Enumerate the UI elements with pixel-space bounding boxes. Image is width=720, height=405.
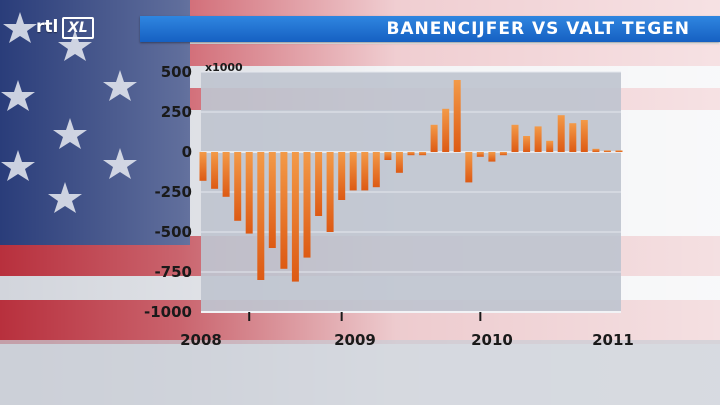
bar <box>557 115 565 152</box>
bar <box>349 152 357 191</box>
bar <box>465 152 473 183</box>
bar <box>430 124 438 152</box>
bar <box>534 126 542 152</box>
bar <box>476 152 484 157</box>
bar <box>419 152 427 156</box>
x-ticks <box>248 312 482 321</box>
bar <box>211 152 219 189</box>
title-banner-text: BANENCIJFER VS VALT TEGEN <box>386 19 690 39</box>
bar <box>222 152 230 197</box>
bar <box>615 150 623 152</box>
y-tick-label: -250 <box>154 183 192 201</box>
logo-rtl-text: rtl <box>36 17 59 37</box>
bar <box>511 124 519 152</box>
bars <box>199 80 623 282</box>
bar <box>257 152 265 280</box>
x-tick-label: 2010 <box>471 331 513 349</box>
bar <box>338 152 346 200</box>
x-tick-label: 2011 <box>592 331 634 349</box>
bar <box>326 152 334 232</box>
bar <box>234 152 242 221</box>
bar <box>453 80 461 152</box>
logo-xl-text: XL <box>62 17 94 39</box>
y-tick-label: 500 <box>161 63 192 81</box>
bar <box>199 152 207 181</box>
y-tick-label: -750 <box>154 263 192 281</box>
x-tick-labels: 2008 2009 2010 2011 <box>180 331 634 349</box>
unit-label: x1000 <box>205 61 243 74</box>
y-tick-label: 0 <box>182 143 192 161</box>
y-tick-labels: 500 250 0 -250 -500 -750 -1000 <box>144 63 192 321</box>
bar <box>245 152 253 234</box>
bar <box>268 152 276 248</box>
bar <box>488 152 496 162</box>
bar <box>569 123 577 152</box>
x-tick-label: 2008 <box>180 331 222 349</box>
bar <box>603 150 611 152</box>
bar <box>523 136 531 152</box>
bar <box>499 152 507 156</box>
bar <box>580 120 588 152</box>
bar <box>315 152 323 216</box>
bar <box>395 152 403 173</box>
bar <box>372 152 380 188</box>
bar <box>291 152 299 282</box>
bar <box>361 152 369 191</box>
rtlxl-logo: rtl XL <box>36 16 102 39</box>
title-banner: BANENCIJFER VS VALT TEGEN <box>140 16 720 42</box>
y-tick-label: 250 <box>161 103 192 121</box>
y-tick-label: -1000 <box>144 303 192 321</box>
bar <box>592 148 600 152</box>
bar <box>303 152 311 258</box>
bar <box>280 152 288 269</box>
bar <box>384 152 392 160</box>
y-tick-label: -500 <box>154 223 192 241</box>
bar <box>407 152 415 156</box>
bar <box>546 140 554 152</box>
x-tick-label: 2009 <box>334 331 376 349</box>
bar <box>442 108 450 152</box>
flag-stars <box>1 12 137 213</box>
